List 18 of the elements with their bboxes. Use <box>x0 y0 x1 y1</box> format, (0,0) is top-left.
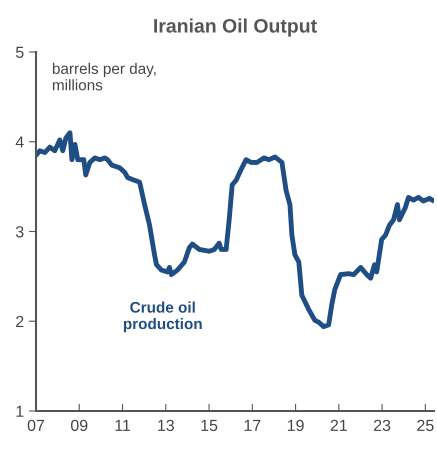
y-tick-label: 1 <box>16 406 24 417</box>
y-tick-label: 2 <box>16 316 24 328</box>
x-tick-label: 15 <box>201 420 218 432</box>
x-tick-label: 25 <box>417 420 434 432</box>
text: Crude oil production <box>124 302 202 332</box>
y-tick-label: 3 <box>16 226 24 238</box>
annotation: barrels per day, millions <box>52 62 156 90</box>
x-tick-label: 13 <box>158 420 174 432</box>
x-tick-label: 09 <box>71 420 88 432</box>
chart-title: Iranian Oil Output <box>154 18 317 37</box>
x-tick-label: 11 <box>115 420 130 431</box>
x-tick-label: 07 <box>28 420 44 432</box>
y-tick-label: 5 <box>16 46 24 58</box>
y-tick-label: 4 <box>16 136 24 148</box>
x-tick-label: 21 <box>330 420 347 431</box>
x-tick-label: 17 <box>244 420 260 431</box>
x-tick-label: 19 <box>288 420 304 432</box>
x-tick-label: 23 <box>374 420 390 432</box>
